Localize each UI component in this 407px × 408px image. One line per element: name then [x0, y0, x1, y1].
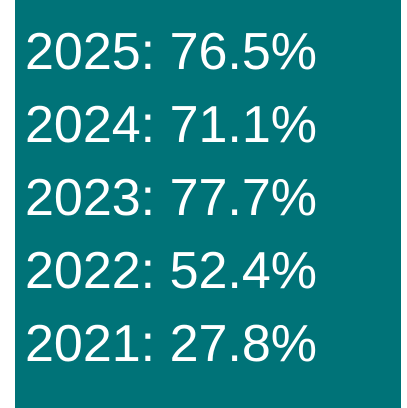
text-box: 2025: 76.5% 2024: 71.1% 2023: 77.7% 2022: 5…: [15, 0, 401, 408]
year-line: 2025: 76.5%: [25, 23, 318, 81]
year-line: 2023: 77.7%: [25, 169, 318, 227]
year-line: 2021: 27.8%: [25, 315, 318, 373]
year-line: 2022: 52.4%: [25, 242, 318, 300]
year-line: 2024: 71.1%: [25, 96, 318, 154]
